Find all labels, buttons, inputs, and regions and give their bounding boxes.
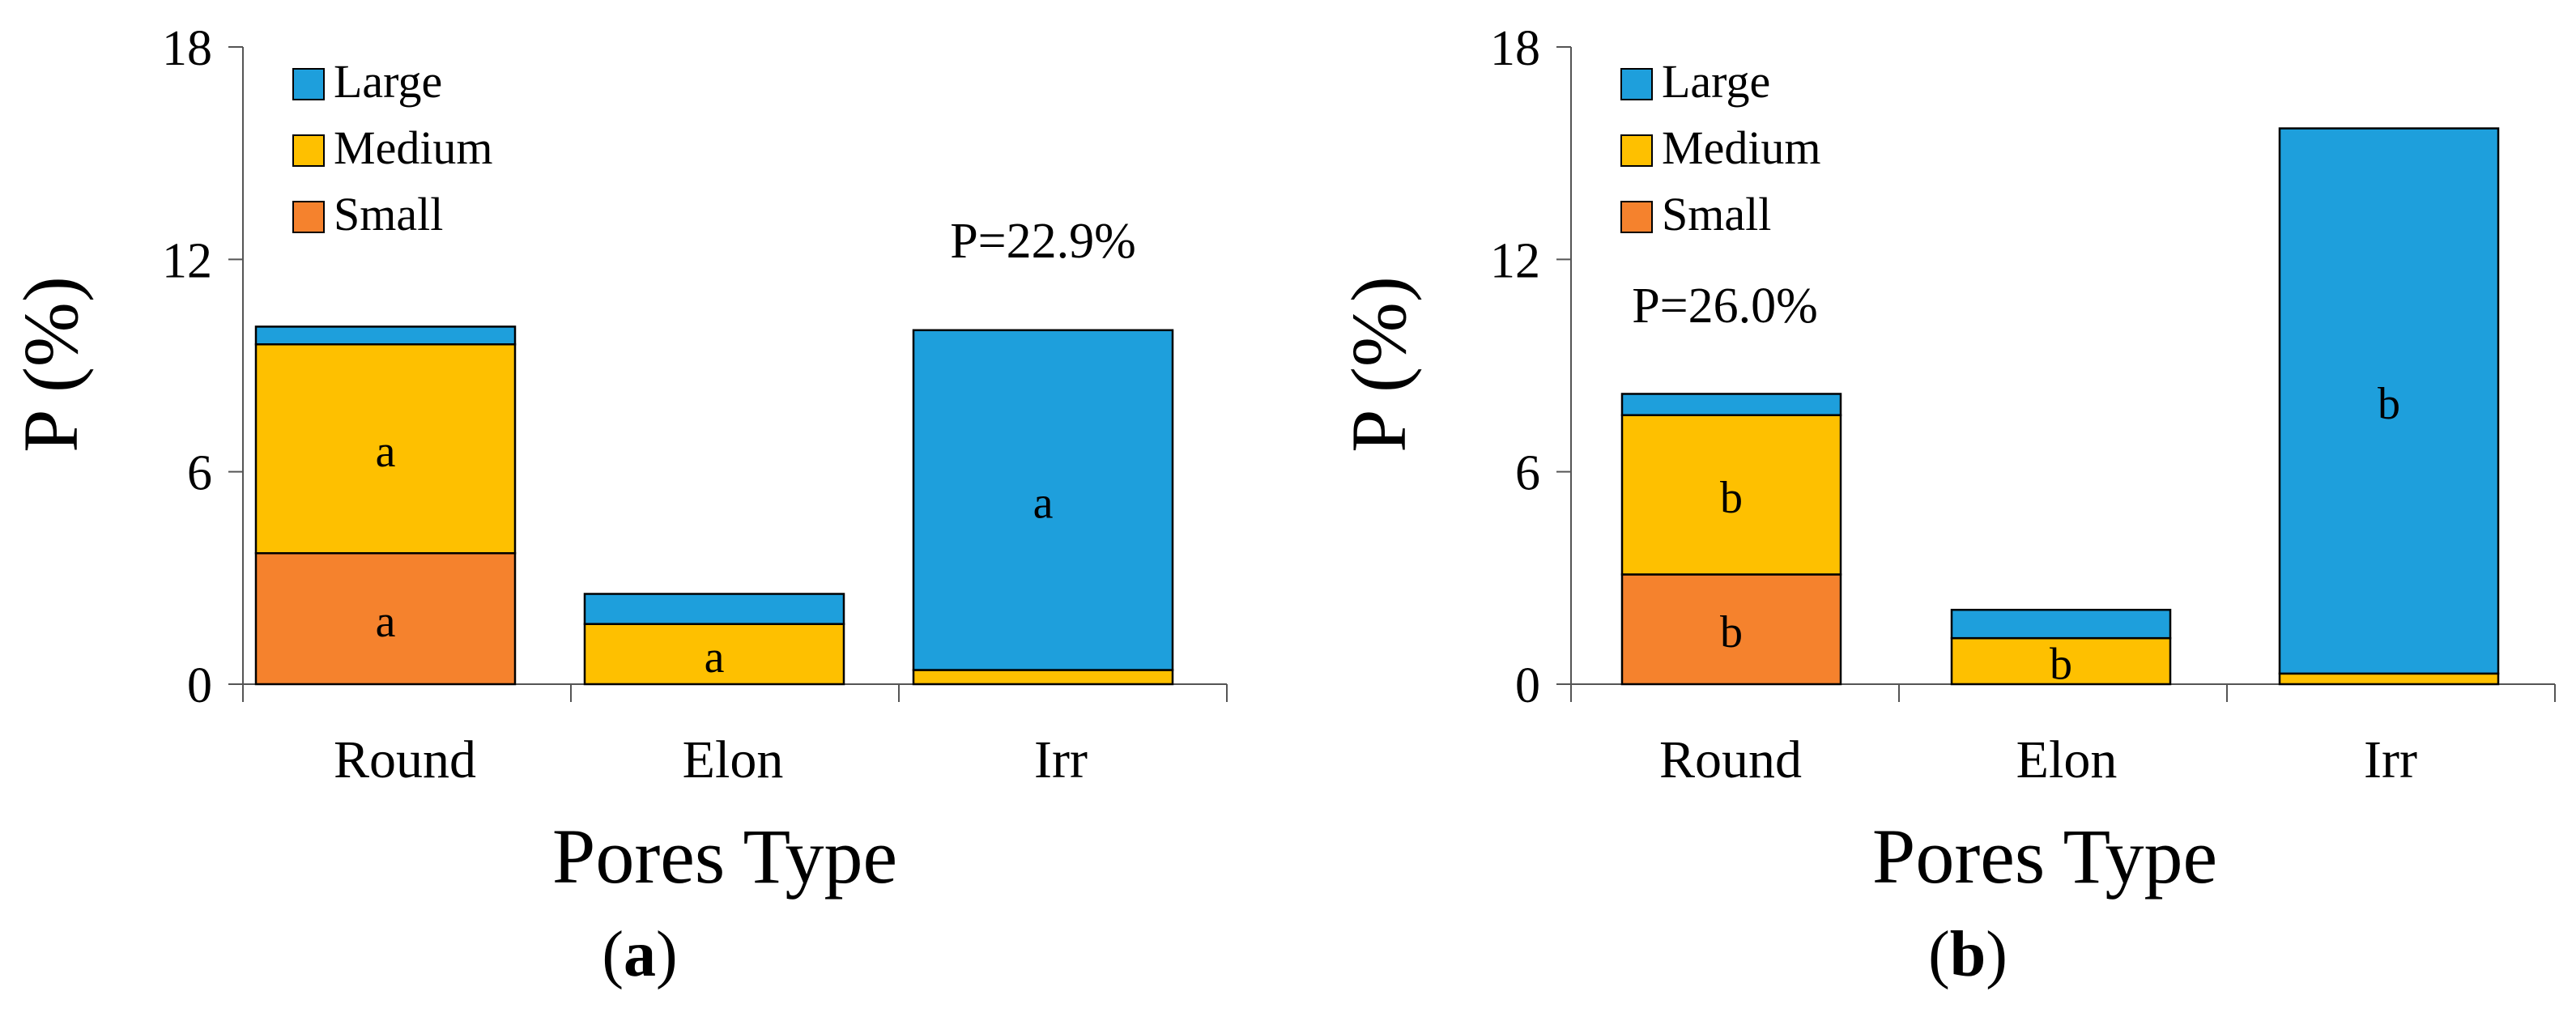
pa-bar-elon-medium xyxy=(583,623,845,686)
pb-y-tick-label: 12 xyxy=(1490,233,1540,288)
pa-legend-swatch-medium xyxy=(292,134,325,167)
pb-bar-irr-medium xyxy=(2278,672,2500,686)
pa-segment-label: a xyxy=(1033,479,1054,529)
pb-y-tick-label: 0 xyxy=(1515,658,1540,713)
pb-bar-elon-medium xyxy=(1950,636,2172,686)
pb-segment-label: b xyxy=(1720,473,1743,523)
pb-caption: (b) xyxy=(1928,919,2008,990)
pb-legend-label: Medium xyxy=(1662,121,1821,174)
pb-legend-swatch-large xyxy=(1620,68,1653,100)
pa-segment-label: a xyxy=(705,632,725,683)
pb-bar-round-medium xyxy=(1620,414,1842,576)
pb-segment-label: b xyxy=(2050,640,2072,690)
pa-y-tick-label: 18 xyxy=(162,21,212,76)
pa-caption: (a) xyxy=(602,919,677,990)
pa-x-tick-label: Irr xyxy=(1034,730,1088,789)
pb-bar-irr-large xyxy=(2278,127,2500,675)
pb-segment-label: b xyxy=(2378,379,2400,429)
pa-bar-round-large xyxy=(254,325,517,346)
pa-legend-swatch-large xyxy=(292,68,325,100)
pa-bar-elon-large xyxy=(583,593,845,625)
pb-x-axis-title: Pores Type xyxy=(1872,813,2217,900)
pb-annotation: P=26.0% xyxy=(1632,279,1818,334)
pa-segment-label: a xyxy=(376,597,396,647)
pb-legend-swatch-medium xyxy=(1620,134,1653,167)
pb-legend-swatch-small xyxy=(1620,201,1653,233)
pa-legend-label: Medium xyxy=(334,121,493,174)
pa-annotation: P=22.9% xyxy=(950,214,1136,269)
pa-y-tick-label: 0 xyxy=(187,658,212,713)
pa-legend-label: Large xyxy=(334,55,442,108)
pb-x-tick-label: Round xyxy=(1659,730,1802,789)
pb-x-tick-label: Elon xyxy=(2016,730,2118,789)
pa-y-tick-label: 12 xyxy=(162,233,212,288)
pa-y-axis-title: P (%) xyxy=(7,276,94,453)
pa-bar-irr-medium xyxy=(912,669,1174,686)
pa-bar-round-medium xyxy=(254,343,517,555)
pa-x-axis-title: Pores Type xyxy=(552,813,897,900)
pa-x-tick-label: Round xyxy=(334,730,476,789)
pb-y-tick-label: 18 xyxy=(1490,21,1540,76)
pb-legend-label: Small xyxy=(1662,188,1771,240)
pb-bar-round-large xyxy=(1620,393,1842,416)
pb-y-axis-title: P (%) xyxy=(1335,276,1422,453)
pb-segment-label: b xyxy=(1720,607,1743,657)
pa-bar-irr-large xyxy=(912,329,1174,671)
pb-bar-elon-large xyxy=(1950,608,2172,640)
pa-segment-label: a xyxy=(376,427,396,477)
pa-y-tick-label: 6 xyxy=(187,446,212,501)
pa-legend-label: Small xyxy=(334,188,443,240)
pb-legend-label: Large xyxy=(1662,55,1770,108)
pb-x-tick-label: Irr xyxy=(2364,730,2417,789)
pb-y-tick-label: 6 xyxy=(1515,446,1540,501)
pb-bar-round-small xyxy=(1620,573,1842,686)
pa-x-tick-label: Elon xyxy=(683,730,784,789)
pa-legend-swatch-small xyxy=(292,201,325,233)
